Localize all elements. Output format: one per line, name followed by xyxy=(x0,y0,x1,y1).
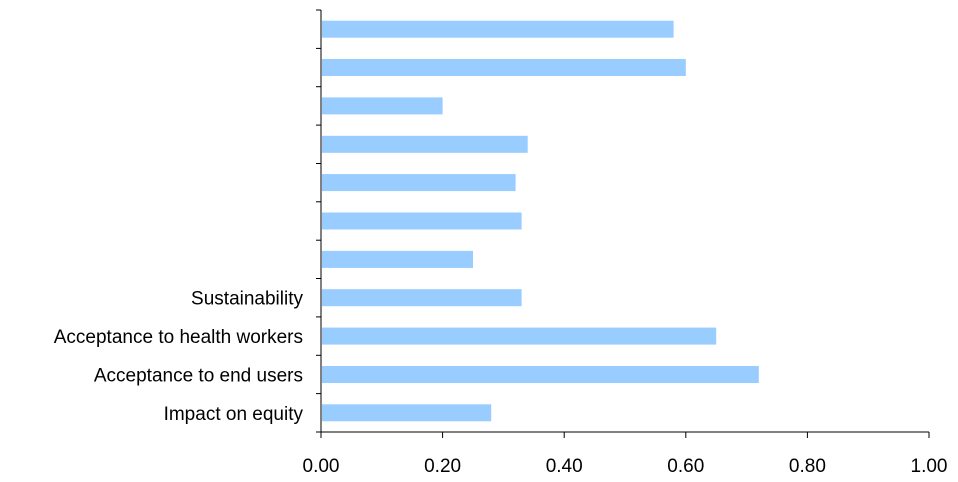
bar-1 xyxy=(322,366,759,383)
bar-9 xyxy=(322,59,686,76)
x-tick-label-4: 0.80 xyxy=(789,456,826,477)
bars-group xyxy=(322,20,759,422)
x-tick-label-2: 0.40 xyxy=(546,456,583,477)
bar-8 xyxy=(322,97,443,115)
category-label-3: Sustainability xyxy=(191,289,303,310)
x-tick-label-5: 1.00 xyxy=(911,456,948,477)
category-label-2: Acceptance to health workers xyxy=(54,327,303,348)
x-tick-label-0: 0.00 xyxy=(303,456,340,477)
category-label-1: Acceptance to end users xyxy=(94,366,303,387)
x-tick-label-3: 0.60 xyxy=(667,456,704,477)
bar-6 xyxy=(322,174,516,192)
labels-group: Impact on equity Acceptance to end users A… xyxy=(54,289,948,477)
bar-0 xyxy=(322,404,492,422)
bar-10 xyxy=(322,20,674,38)
x-tick-label-1: 0.20 xyxy=(424,456,461,477)
bar-7 xyxy=(322,135,528,153)
bar-3 xyxy=(322,289,522,307)
axes-group xyxy=(316,9,930,438)
bar-5 xyxy=(322,212,522,230)
bar-4 xyxy=(322,250,473,268)
bar-2 xyxy=(322,327,717,345)
category-label-0: Impact on equity xyxy=(164,404,304,425)
